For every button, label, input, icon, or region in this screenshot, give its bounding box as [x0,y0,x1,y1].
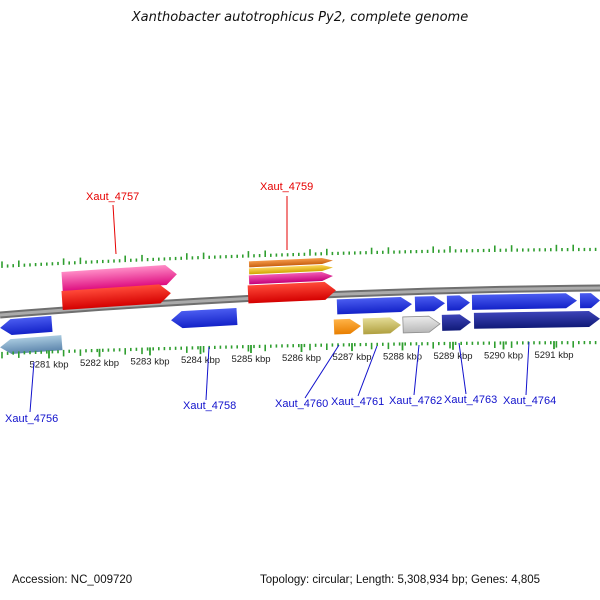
xaut-4757-red-arrow [61,284,171,310]
gene-label-Xaut_4757: Xaut_4757 [86,191,139,203]
ruler-label: 5284 kbp [181,355,220,366]
gene-leader-Xaut_4760 [304,344,340,399]
xaut-4756-arrow [0,335,63,355]
gene-labels: Xaut_4757 Xaut_4759 Xaut_4756 Xaut_4758 Xaut… [5,181,556,425]
gene-label-Xaut_4759: Xaut_4759 [260,181,313,193]
gene-label-Xaut_4761: Xaut_4761 [331,396,384,408]
xaut-4763-arrow [441,314,471,331]
ruler-label: 5281 kbp [29,359,68,370]
ruler-label: 5291 kbp [534,350,573,361]
ruler-label: 5286 kbp [282,353,321,364]
gene-leader-Xaut_4756 [29,361,35,413]
ruler-kbp-labels: 5281 kbp 5282 kbp 5283 kbp 5284 kbp 5285 kbp… [29,350,573,370]
left-edge-gene-arrow [0,315,53,336]
xaut-4761-arrow [362,317,401,335]
cluster-gene-c-arrow [446,295,470,311]
xaut-4759-stripe-magenta-arrow [248,271,333,285]
gene-label-Xaut_4760: Xaut_4760 [275,398,328,410]
cluster-gene-d-arrow [471,293,577,310]
ruler-label: 5289 kbp [433,351,472,362]
gene-label-Xaut_4763: Xaut_4763 [444,394,497,406]
ruler-top-ticks [1,244,597,268]
ruler-label: 5282 kbp [80,358,119,369]
gene-leader-Xaut_4758 [205,346,210,401]
cluster-gene-b-arrow [414,296,445,312]
xaut-4762-arrow [402,315,441,334]
gene-leader-Xaut_4763 [458,342,467,395]
gene-leader-Xaut_4764 [525,341,530,396]
ruler-bottom-ticks [1,341,597,359]
gene-leader-Xaut_4757 [112,204,117,255]
gene-leader-Xaut_4761 [357,345,378,397]
xaut-4759-red-arrow [247,281,336,304]
gene-label-Xaut_4756: Xaut_4756 [5,413,58,425]
gene-label-Xaut_4762: Xaut_4762 [389,395,442,407]
gene-label-Xaut_4758: Xaut_4758 [183,400,236,412]
xaut-4759-stripe-orange-arrow [248,257,333,268]
ruler-label: 5285 kbp [231,354,270,365]
accession-text: Accession: NC_009720 [12,574,132,586]
cluster-gene-e-arrow [579,293,600,309]
figure-title: Xanthobacter autotrophicus Py2, complete… [131,10,468,25]
xaut-4758-arrow [171,308,238,329]
gene-leader-Xaut_4762 [413,344,420,396]
xaut-4764-arrow [473,310,600,329]
ruler-label: 5283 kbp [130,356,169,367]
ruler-label: 5287 kbp [332,352,371,363]
ruler-label: 5290 kbp [484,350,523,361]
ruler-label: 5288 kbp [383,351,422,362]
xaut-4760-arrow [333,318,361,335]
gene-label-Xaut_4764: Xaut_4764 [503,395,556,407]
cluster-gene-a-arrow [336,297,412,315]
genome-summary-text: Topology: circular; Length: 5,308,934 bp… [260,574,540,586]
xaut-4759-stripe-gold-arrow [248,264,333,275]
gene-features [0,257,600,355]
